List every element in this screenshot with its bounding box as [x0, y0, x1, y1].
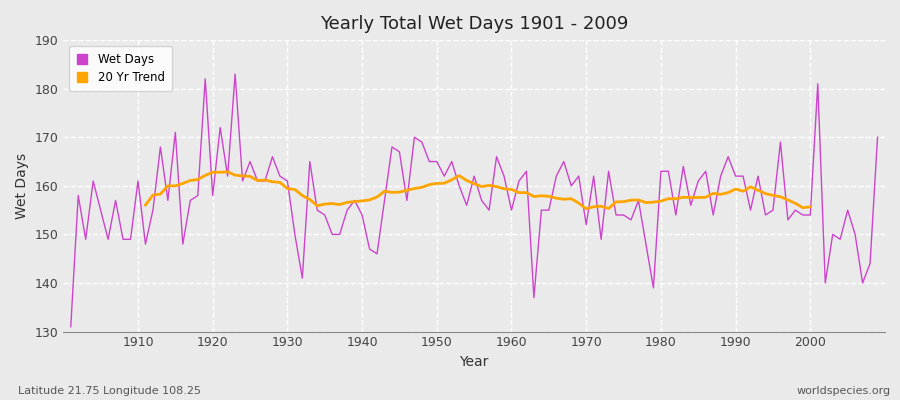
Legend: Wet Days, 20 Yr Trend: Wet Days, 20 Yr Trend: [69, 46, 172, 91]
Y-axis label: Wet Days: Wet Days: [15, 153, 29, 219]
X-axis label: Year: Year: [460, 355, 489, 369]
Text: Latitude 21.75 Longitude 108.25: Latitude 21.75 Longitude 108.25: [18, 386, 201, 396]
Text: worldspecies.org: worldspecies.org: [796, 386, 891, 396]
Title: Yearly Total Wet Days 1901 - 2009: Yearly Total Wet Days 1901 - 2009: [320, 15, 628, 33]
